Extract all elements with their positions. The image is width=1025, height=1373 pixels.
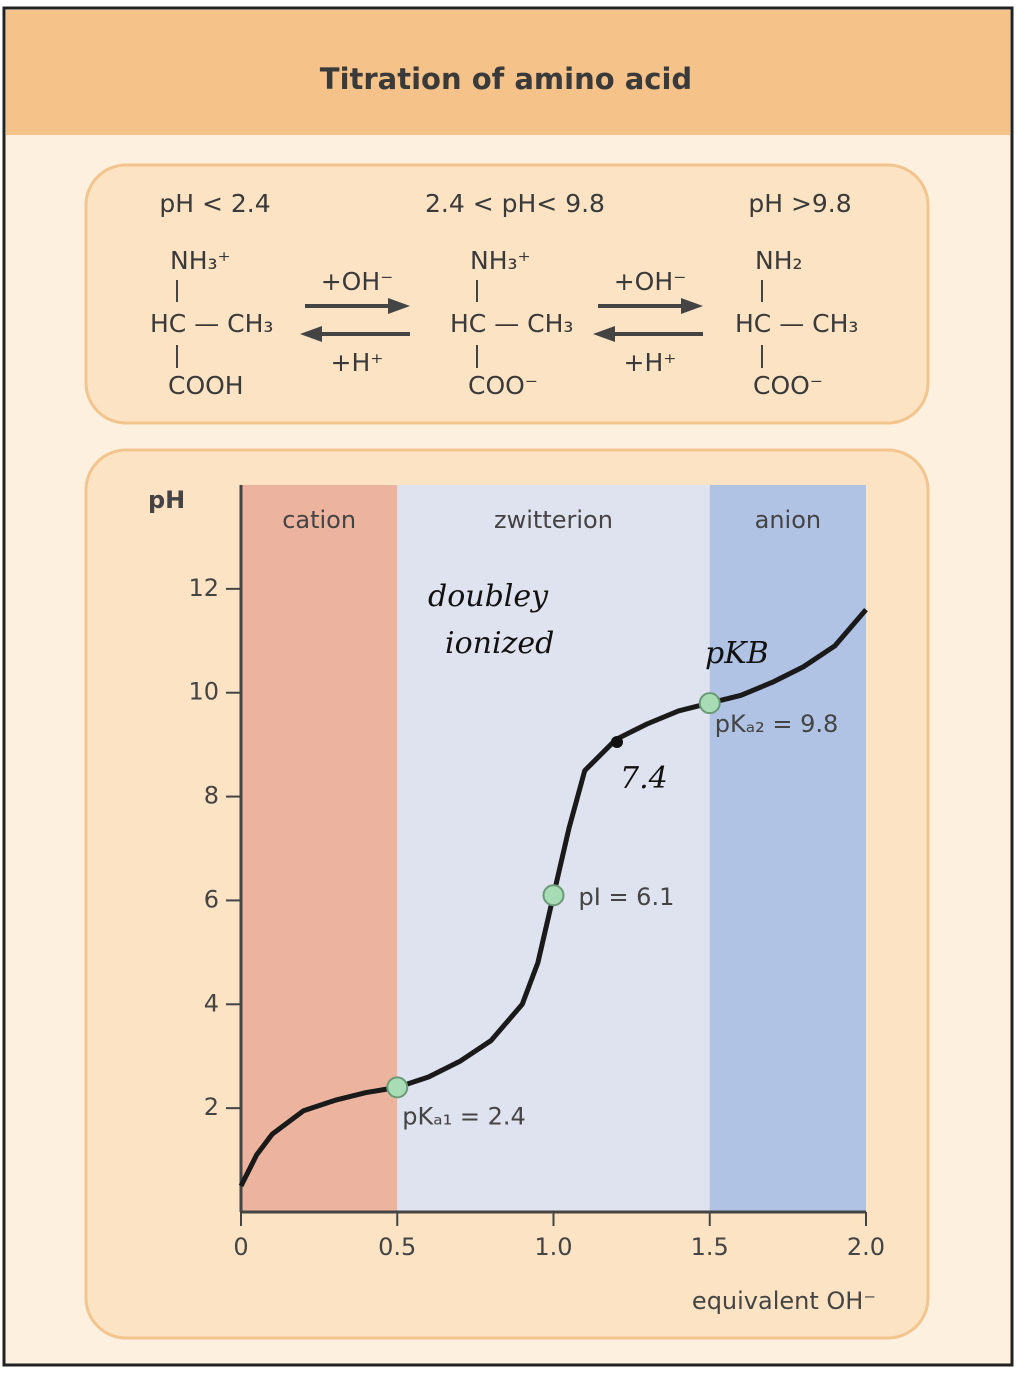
y-tick-label: 12 — [188, 574, 219, 602]
region — [397, 485, 710, 1212]
title: Titration of amino acid — [320, 62, 692, 96]
equilibrium-arrows — [300, 298, 703, 342]
ph-condition: 2.4 < pH< 9.8 — [425, 189, 605, 218]
key-point — [542, 884, 565, 907]
arrow-label: +OH⁻ — [321, 267, 394, 296]
species-panel — [84, 163, 930, 425]
group-middle: HC — CH₃ — [150, 309, 273, 338]
x-tick-label: 2.0 — [847, 1233, 885, 1261]
group-bottom: COOH — [168, 371, 244, 400]
group-top: NH₂ — [755, 246, 803, 275]
region-label: zwitterion — [494, 506, 613, 534]
x-tick-label: 1.5 — [691, 1233, 729, 1261]
handwritten-note: ionized — [445, 626, 554, 661]
y-axis-label: pH — [148, 486, 185, 514]
group-bottom: COO⁻ — [753, 371, 823, 400]
key-point-label: pI = 6.1 — [579, 883, 675, 911]
x-tick-label: 1.0 — [534, 1233, 572, 1261]
header-band — [6, 10, 1010, 135]
region — [709, 485, 866, 1212]
arrow-label: +OH⁻ — [614, 267, 687, 296]
y-tick-label: 2 — [204, 1093, 219, 1121]
arrow-label: +H⁺ — [624, 348, 677, 377]
key-point — [386, 1076, 409, 1099]
x-tick-label: 0 — [233, 1233, 248, 1261]
region-label: cation — [282, 506, 356, 534]
group-middle: HC — CH₃ — [450, 309, 573, 338]
group-middle: HC — CH₃ — [735, 309, 858, 338]
key-point-label: pKₐ₂ = 9.8 — [715, 710, 839, 738]
handwritten-note: doubley — [428, 579, 549, 614]
titration-curve — [238, 607, 868, 1188]
region-label: anion — [755, 506, 821, 534]
handwritten-note: pKB — [705, 636, 769, 671]
arrow-label: +H⁺ — [331, 348, 384, 377]
group-bottom: COO⁻ — [468, 371, 538, 400]
group-top: NH₃⁺ — [470, 246, 531, 275]
ph-condition: pH < 2.4 — [159, 189, 270, 218]
group-top: NH₃⁺ — [170, 246, 231, 275]
y-tick-label: 8 — [204, 782, 219, 810]
key-point-label: pKₐ₁ = 2.4 — [402, 1102, 526, 1130]
y-tick-label: 6 — [204, 885, 219, 913]
x-axis-label: equivalent OH⁻ — [692, 1287, 876, 1315]
handwritten-note: 7.4 — [620, 761, 668, 796]
key-point — [698, 692, 721, 715]
handwritten-dot — [611, 736, 623, 748]
x-tick-label: 0.5 — [378, 1233, 416, 1261]
y-tick-label: 10 — [188, 678, 219, 706]
ph-condition: pH >9.8 — [748, 189, 851, 218]
y-tick-label: 4 — [204, 989, 219, 1017]
